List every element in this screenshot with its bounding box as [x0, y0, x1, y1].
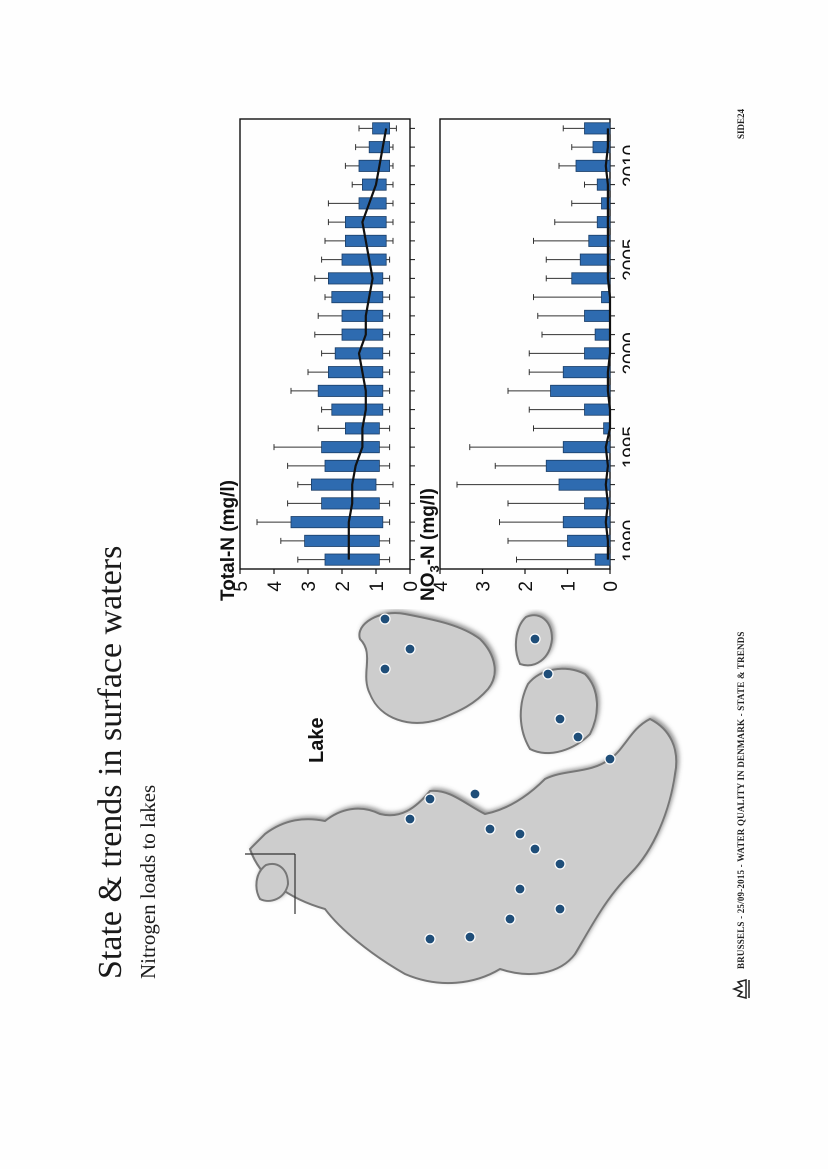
x-tick-label: 2010 [620, 145, 630, 187]
box-bar [358, 159, 391, 172]
box-bar [584, 122, 611, 135]
slide-footer: BRUSSELS - 25/09-2015 - WATER QUALITY IN… [736, 631, 746, 969]
lake-dot [542, 668, 554, 680]
lake-dot [464, 931, 476, 943]
y-tick-label: 1 [367, 581, 388, 592]
box-bar [592, 141, 611, 154]
lake-dot [469, 788, 481, 800]
box-bar [331, 403, 384, 416]
y-tick-label: 1 [559, 581, 580, 592]
lake-dot [424, 933, 436, 945]
box-bar [545, 459, 611, 472]
lake-dot [514, 883, 526, 895]
map-funen [519, 667, 598, 754]
lake-dot [424, 793, 436, 805]
slide-subtitle: Nitrogen loads to lakes [136, 784, 160, 979]
box-bar [341, 328, 384, 341]
box-bar [562, 441, 611, 454]
y-tick-label: 4 [431, 581, 452, 592]
y-tick-label: 2 [333, 581, 354, 592]
median-line [604, 128, 612, 560]
box-bar [321, 441, 380, 454]
box-bar [571, 272, 611, 285]
lake-dot [529, 633, 541, 645]
y-tick-label: 0 [601, 581, 622, 592]
box-bar [550, 384, 611, 397]
median-line [347, 128, 388, 560]
box-bar [558, 478, 611, 491]
box-bar [368, 141, 390, 154]
lake-dot [504, 913, 516, 925]
box-bar [358, 197, 387, 210]
x-tick-label: 2005 [620, 238, 630, 280]
denmark-lake-map [245, 612, 678, 984]
map-legend-label: Lake [306, 717, 328, 763]
box-bar [579, 253, 611, 266]
box-bar [328, 366, 384, 379]
box-bar [317, 384, 384, 397]
box-bar [584, 497, 611, 510]
box-bar [584, 403, 611, 416]
map-jutland [248, 717, 678, 984]
lake-dot [404, 643, 416, 655]
box-bar [328, 272, 384, 285]
y-tick-label: 4 [265, 581, 286, 592]
y-tick-label: 2 [516, 581, 537, 592]
box-bar [290, 516, 384, 529]
royal-crest-icon [728, 977, 752, 1001]
map-zealand [358, 612, 496, 724]
box-bar [341, 309, 384, 322]
chart-title: Total-N (mg/l) [218, 480, 239, 601]
box-bar [324, 553, 380, 566]
box-bar [588, 234, 611, 247]
y-tick-label: 3 [474, 581, 495, 592]
y-tick-label: 3 [299, 581, 320, 592]
no3-n-chart: NO3-N (mg/l) 0 1 2 3 4 1990 1995 2000 2005 2010 [418, 118, 630, 601]
x-tick-label: 1995 [620, 426, 630, 468]
lake-dot [554, 713, 566, 725]
box-bar [594, 553, 611, 566]
box-bar [575, 159, 611, 172]
box-bar [584, 309, 611, 322]
lake-dot [484, 823, 496, 835]
box-bar [562, 366, 611, 379]
lake-dot [554, 903, 566, 915]
box-bar [341, 253, 387, 266]
box-bar [594, 328, 611, 341]
plot-frame [239, 118, 411, 570]
chart-title: NO3-N (mg/l) [418, 488, 442, 601]
lake-dot [554, 858, 566, 870]
box-bar [311, 478, 377, 491]
lake-dot [604, 753, 616, 765]
box-bar [584, 347, 611, 360]
total-n-chart: Total-N (mg/l) 0 1 2 3 4 5 [218, 118, 422, 601]
box-bar [562, 516, 611, 529]
lake-dot [514, 828, 526, 840]
lake-dot [572, 731, 584, 743]
y-tick-label: 5 [231, 581, 252, 592]
lake-dot [379, 663, 391, 675]
slide-title: State & trends in surface waters [92, 545, 129, 979]
lake-dot [379, 613, 391, 625]
box-bar [324, 459, 380, 472]
box-bar [344, 216, 387, 229]
x-tick-label: 1990 [620, 520, 630, 562]
box-bar [331, 291, 384, 304]
box-bar [304, 534, 380, 547]
box-bar [567, 534, 611, 547]
map-bornholm [255, 863, 290, 902]
x-tick-label: 2000 [620, 332, 630, 374]
page-number: SIDE24 [736, 108, 746, 139]
lake-dot [529, 843, 541, 855]
y-tick-label: 0 [401, 581, 422, 592]
lake-dot [404, 813, 416, 825]
box-bar [372, 122, 391, 135]
